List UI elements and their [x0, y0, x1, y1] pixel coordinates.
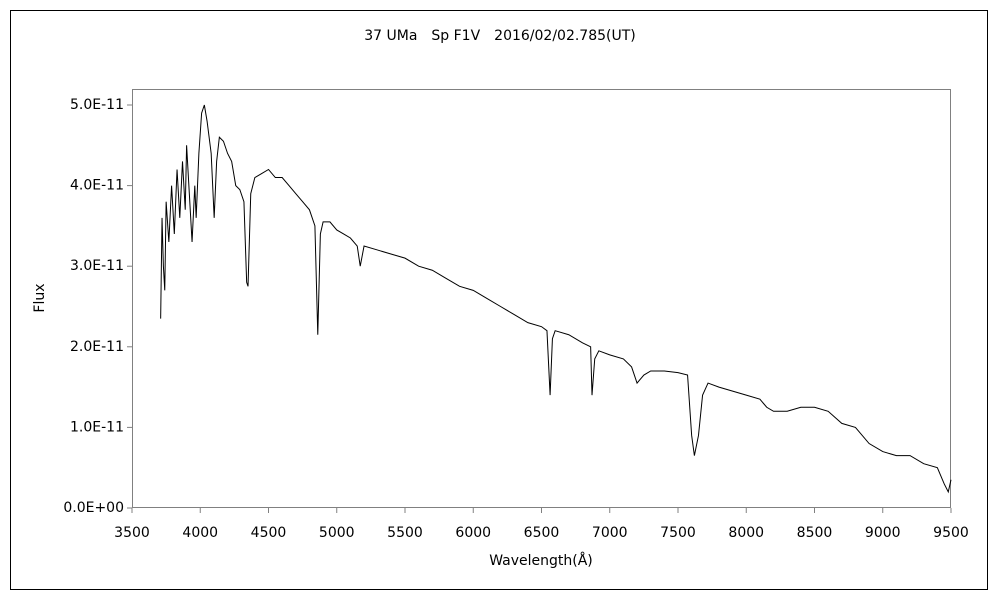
y-tick-label: 3.0E-11 [70, 258, 124, 274]
x-tick-label: 5000 [319, 525, 355, 541]
y-tick-label: 4.0E-11 [70, 178, 124, 194]
x-tick-label: 9500 [933, 525, 969, 541]
x-tick-label: 3500 [114, 525, 150, 541]
chart-title: 37 UMa Sp F1V 2016/02/02.785(UT) [364, 28, 636, 44]
x-tick-label: 8000 [728, 525, 764, 541]
x-tick-label: 7500 [660, 525, 696, 541]
y-tick-label: 2.0E-11 [70, 339, 124, 355]
plot-area [132, 89, 951, 508]
x-tick-label: 4000 [182, 525, 218, 541]
x-axis-label: Wavelength(Å) [489, 552, 593, 569]
x-tick-label: 5500 [387, 525, 423, 541]
x-tick-label: 4500 [251, 525, 287, 541]
y-tick-label: 1.0E-11 [70, 419, 124, 435]
x-tick-label: 7000 [592, 525, 628, 541]
y-axis-label: Flux [32, 283, 48, 312]
x-tick-label: 9000 [865, 525, 901, 541]
y-tick-label: 5.0E-11 [70, 97, 124, 113]
x-tick-label: 6500 [524, 525, 560, 541]
y-tick-label: 0.0E+00 [63, 500, 124, 516]
x-tick-label: 6000 [455, 525, 491, 541]
x-tick-label: 8500 [797, 525, 833, 541]
spectrum-line [160, 104, 952, 494]
